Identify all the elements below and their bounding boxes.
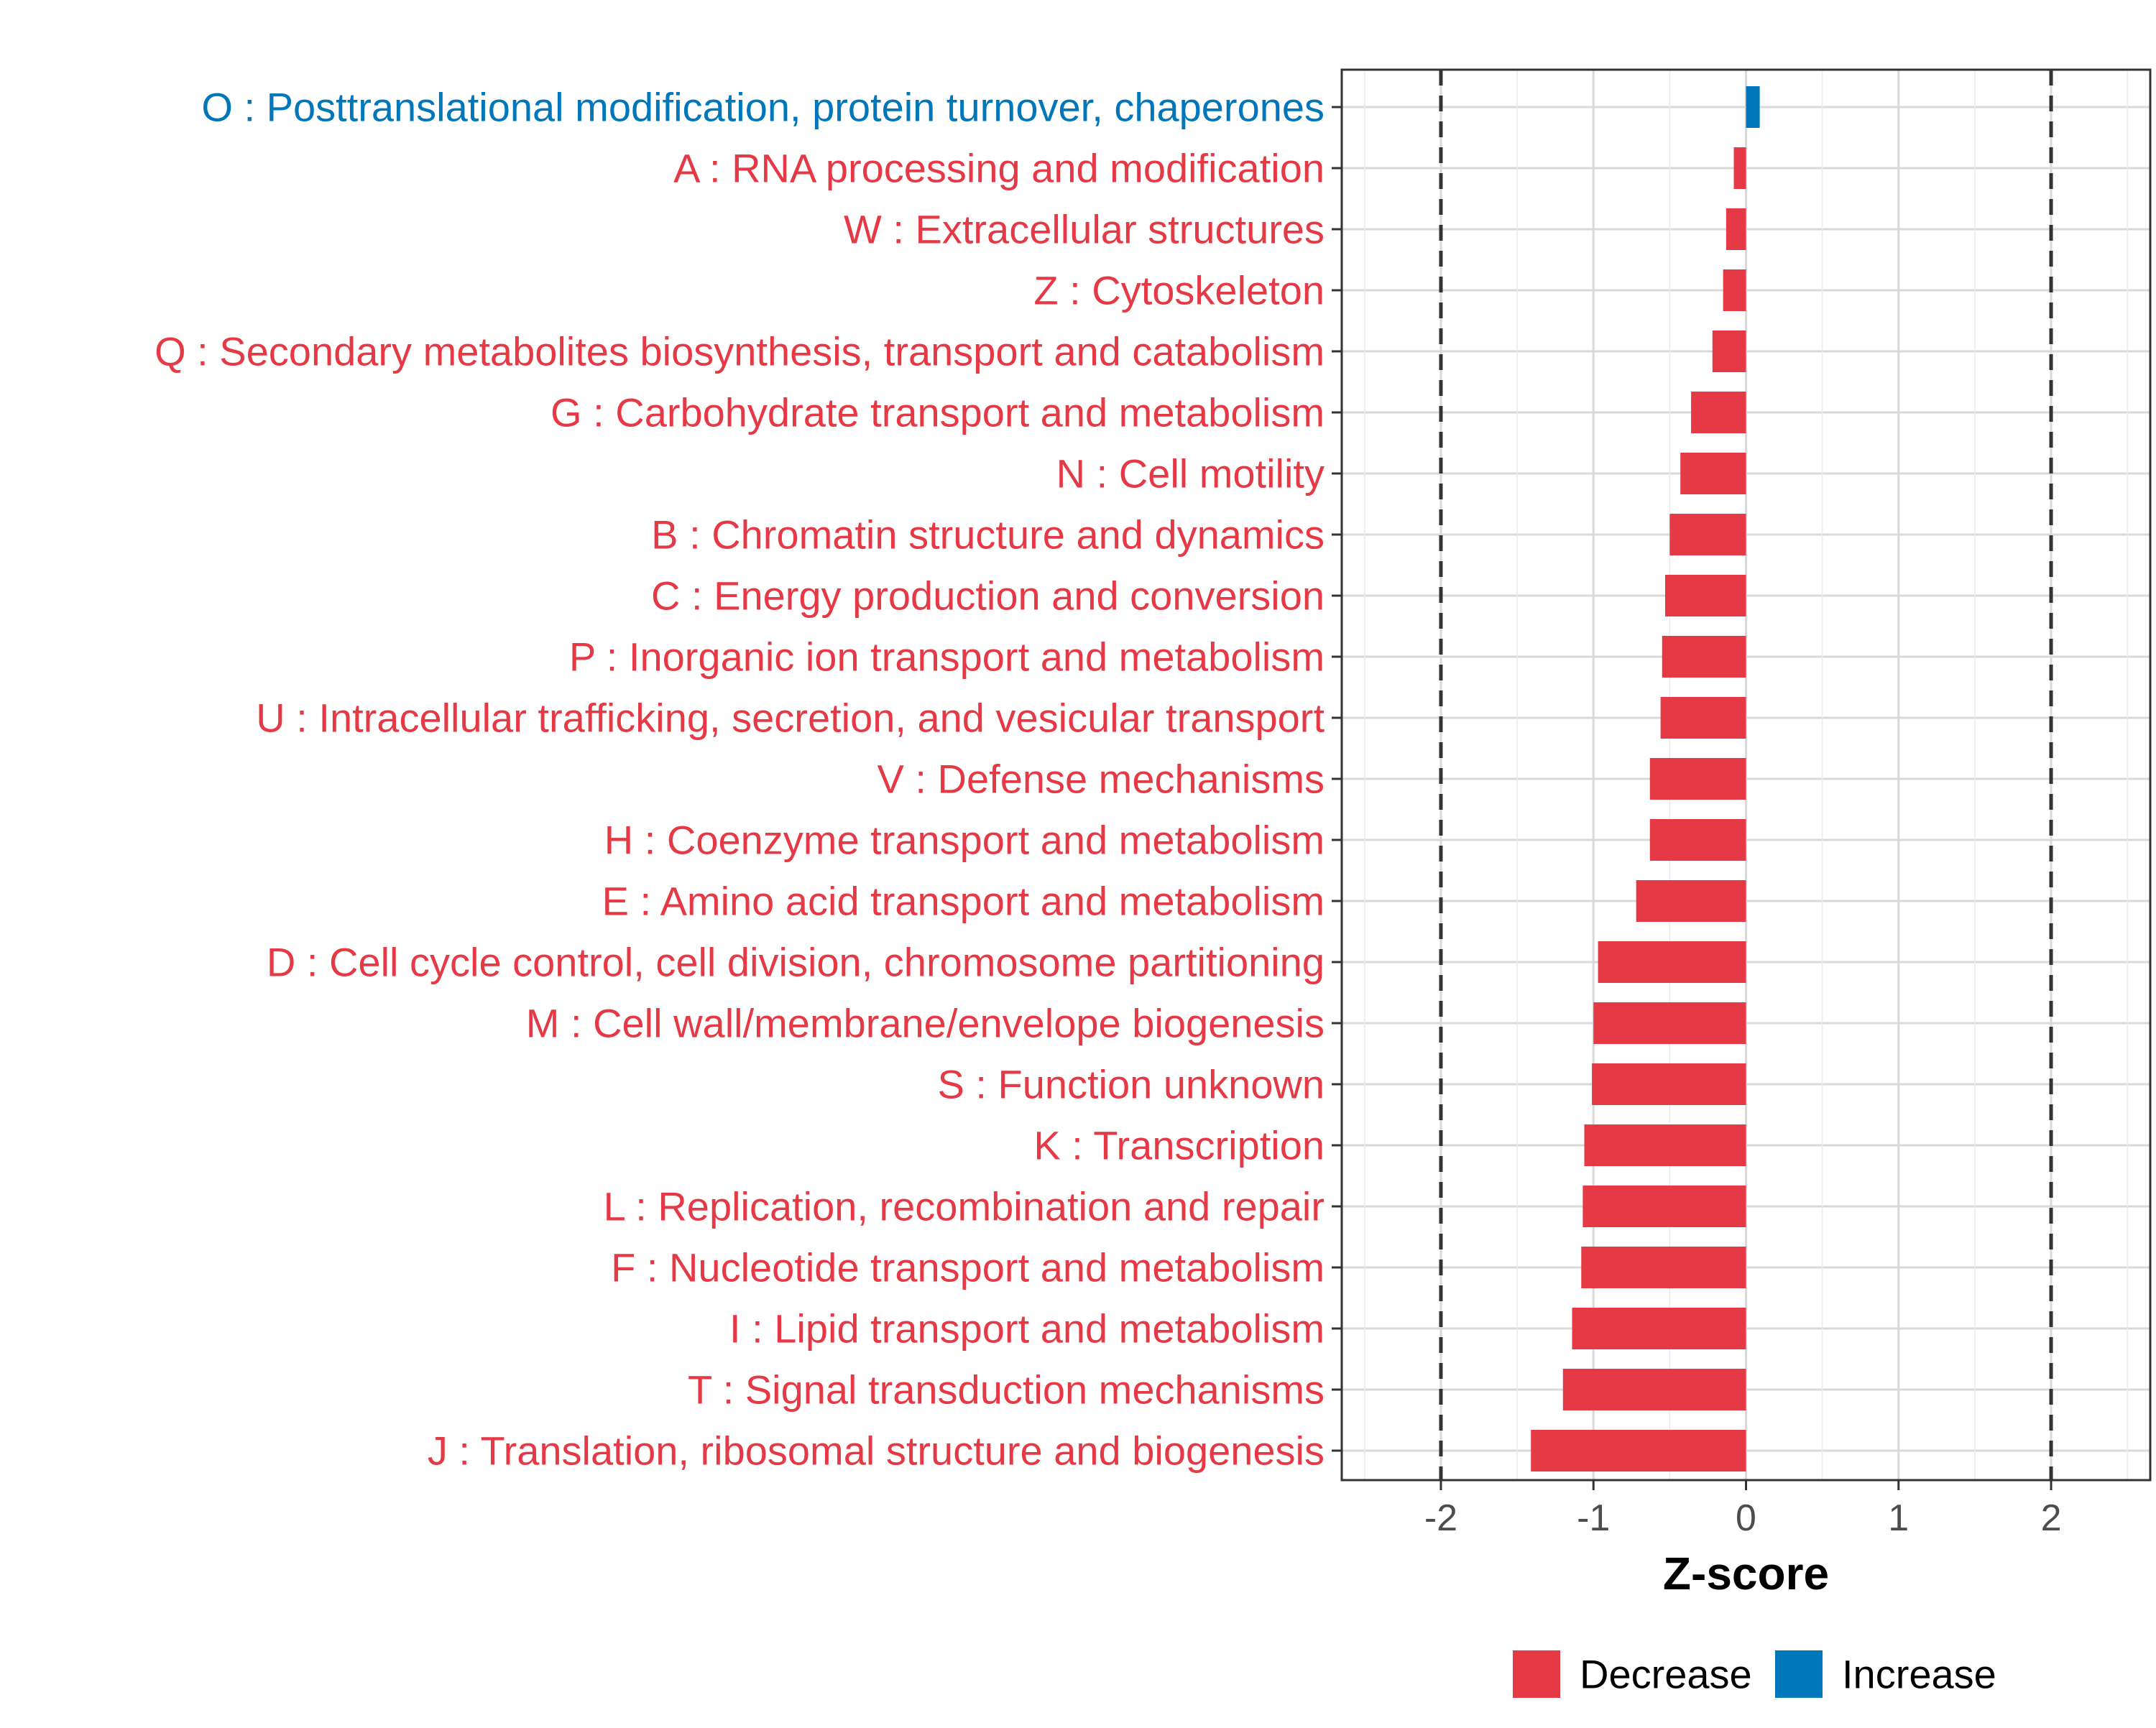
category-label: T : Signal transduction mechanisms [688,1367,1325,1413]
category-label: W : Extracellular structures [844,207,1325,252]
category-label: D : Cell cycle control, cell division, c… [267,940,1325,985]
legend-label: Increase [1842,1652,1996,1697]
bar [1583,1186,1746,1227]
category-label: I : Lipid transport and metabolism [729,1306,1325,1352]
x-tick-label: 2 [2041,1497,2062,1539]
legend-label: Decrease [1580,1652,1752,1697]
legend-key [1513,1650,1560,1698]
bar [1584,1124,1746,1166]
category-label: Q : Secondary metabolites biosynthesis, … [155,329,1325,374]
category-label: U : Intracellular trafficking, secretion… [256,696,1325,741]
bar [1593,1002,1746,1044]
category-label: J : Translation, ribosomal structure and… [428,1428,1325,1474]
bar [1723,269,1746,311]
category-label: S : Function unknown [937,1062,1325,1107]
bar [1636,880,1746,922]
bar [1680,453,1746,494]
bar [1660,697,1746,739]
x-tick-label: 1 [1888,1497,1909,1539]
category-label: P : Inorganic ion transport and metaboli… [569,634,1325,680]
category-label: Z : Cytoskeleton [1033,268,1325,313]
bar [1592,1063,1746,1105]
bar [1662,636,1746,678]
bar [1691,392,1746,433]
category-label: V : Defense mechanisms [877,757,1325,802]
category-label: H : Coenzyme transport and metabolism [604,818,1325,863]
category-label: O : Posttranslational modification, prot… [201,85,1325,130]
bar [1746,86,1760,128]
category-label: G : Carbohydrate transport and metabolis… [550,390,1325,435]
x-tick-label: -2 [1424,1497,1457,1539]
bar [1562,1369,1746,1410]
x-tick-label: -1 [1577,1497,1610,1539]
bar [1531,1430,1746,1471]
category-label: A : RNA processing and modification [673,146,1325,191]
bar [1669,514,1746,555]
bar [1649,819,1746,861]
bar [1733,147,1746,189]
legend-key [1775,1650,1823,1698]
category-label: C : Energy production and conversion [651,573,1325,619]
bar [1665,575,1746,616]
category-label: L : Replication, recombination and repai… [604,1184,1325,1229]
category-label: K : Transcription [1033,1123,1325,1168]
bar [1712,331,1746,372]
category-label: F : Nucleotide transport and metabolism [611,1245,1325,1290]
bar [1649,758,1746,800]
x-tick-label: 0 [1736,1497,1756,1539]
bar [1572,1308,1746,1349]
category-label: B : Chromatin structure and dynamics [651,512,1325,558]
category-label: M : Cell wall/membrane/envelope biogenes… [526,1001,1325,1046]
category-label: E : Amino acid transport and metabolism [602,879,1325,924]
bar [1726,208,1746,250]
category-label: N : Cell motility [1056,451,1325,496]
x-axis-title: Z-score [1663,1548,1829,1599]
bar [1581,1247,1746,1288]
bar [1598,941,1746,983]
